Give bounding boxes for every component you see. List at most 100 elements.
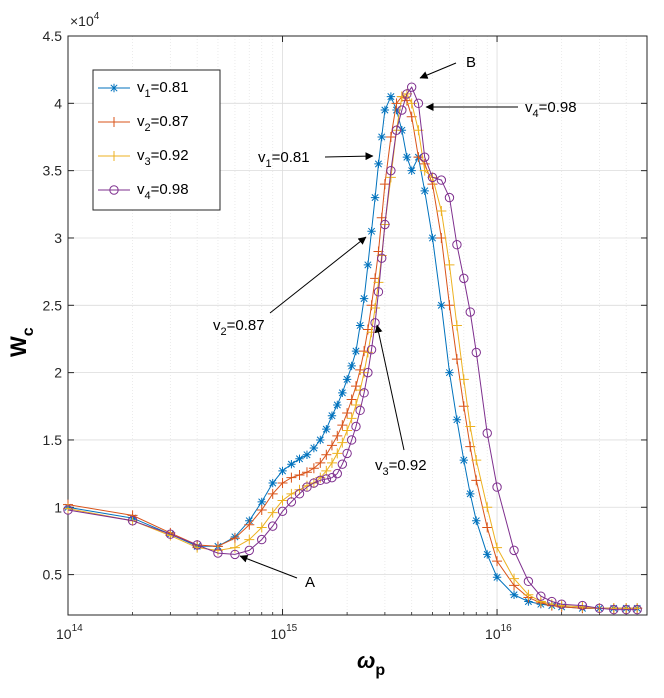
data-point — [256, 522, 267, 533]
y-axis-label: Wc — [6, 327, 37, 357]
data-point — [465, 307, 475, 317]
annotation-symbol: v — [213, 317, 221, 334]
annotation-subscript: 4 — [533, 108, 539, 120]
data-point — [257, 497, 266, 507]
data-point — [342, 408, 353, 419]
x-tick-exponent: 16 — [501, 623, 513, 634]
annotation-label-v2: v2=0.87 — [213, 317, 265, 338]
y-tick-label: 0.5 — [43, 567, 63, 583]
data-point — [338, 388, 347, 398]
data-point — [451, 354, 462, 365]
series-line — [67, 95, 638, 609]
data-point — [377, 253, 387, 263]
data-point — [392, 105, 401, 115]
legend-item-4: v4=0.98 — [98, 181, 189, 202]
data-point — [380, 219, 390, 230]
x-axis-label-main: ω — [357, 648, 375, 673]
data-point — [471, 475, 482, 486]
legend-subscript: 2 — [145, 122, 151, 134]
annotation-label-A: A — [305, 574, 315, 591]
data-point — [346, 435, 357, 445]
annotation-value: =0.87 — [227, 317, 265, 334]
annotation-subscript: 1 — [266, 158, 272, 170]
data-point — [286, 472, 297, 483]
annotation-symbol: v — [525, 99, 533, 116]
legend-label: v2=0.87 — [137, 113, 189, 134]
data-point — [346, 394, 357, 405]
data-point — [556, 599, 567, 609]
data-point — [109, 83, 119, 93]
data-point — [316, 435, 325, 445]
y-tick-label: 2.5 — [43, 297, 63, 313]
x-tick-base: 10 — [485, 626, 501, 642]
data-point — [444, 300, 455, 311]
series-4 — [63, 82, 642, 615]
data-point — [308, 463, 319, 474]
data-point — [315, 475, 326, 486]
data-point — [213, 548, 223, 558]
data-point — [397, 105, 407, 115]
annotation-value: =0.92 — [389, 457, 427, 474]
x-tick-label: 1014 — [56, 623, 83, 642]
data-point — [127, 516, 138, 526]
annotation-arrow-A — [239, 554, 298, 579]
series-2 — [63, 91, 643, 614]
legend-subscript: 1 — [145, 88, 151, 100]
data-point — [326, 457, 337, 468]
data-point — [109, 185, 119, 195]
data-point — [370, 193, 380, 202]
data-point — [355, 364, 366, 375]
data-point — [458, 374, 469, 385]
data-point — [286, 488, 297, 499]
data-point — [386, 165, 396, 176]
data-point — [444, 192, 455, 203]
data-point — [294, 489, 305, 499]
data-point — [452, 240, 462, 250]
data-point — [397, 126, 407, 135]
legend-box — [92, 69, 221, 211]
x-axis-label: ωp — [357, 648, 385, 679]
legend-symbol: v — [137, 79, 145, 96]
data-point — [536, 591, 546, 601]
data-point — [63, 505, 73, 515]
data-point — [523, 576, 534, 587]
annotation-subscript: 2 — [221, 326, 227, 338]
data-point — [229, 542, 240, 553]
data-point — [301, 467, 312, 478]
annotation-label-v1: v1=0.81 — [258, 149, 310, 170]
x-tick-label: 1016 — [485, 623, 512, 642]
data-point — [373, 277, 384, 288]
data-point — [406, 82, 417, 92]
legend-label: v4=0.98 — [137, 181, 189, 202]
x-axis-label-sub: p — [375, 662, 385, 679]
data-point — [377, 132, 386, 142]
y-multiplier-exponent: 4 — [94, 11, 100, 22]
data-point — [436, 175, 447, 185]
data-point — [359, 388, 369, 398]
data-point — [413, 98, 424, 109]
data-point — [295, 454, 304, 464]
data-point — [509, 545, 519, 556]
data-point — [278, 466, 287, 476]
data-point — [363, 260, 373, 270]
data-point — [342, 448, 352, 459]
y-axis-label-sub: c — [20, 327, 37, 336]
data-point — [535, 596, 546, 607]
y-tick-label: 4 — [54, 95, 62, 111]
data-point — [351, 346, 361, 356]
data-point — [322, 424, 331, 434]
annotation-arrow-v3 — [374, 324, 405, 451]
series-group — [63, 82, 643, 615]
data-point — [465, 421, 476, 432]
x-tick-base: 10 — [271, 626, 287, 642]
data-point — [244, 519, 255, 530]
data-point — [355, 405, 365, 416]
data-point — [492, 482, 502, 492]
data-point — [277, 506, 288, 517]
data-point — [452, 415, 462, 424]
annotation-symbol: B — [466, 54, 476, 71]
data-point — [445, 368, 454, 377]
